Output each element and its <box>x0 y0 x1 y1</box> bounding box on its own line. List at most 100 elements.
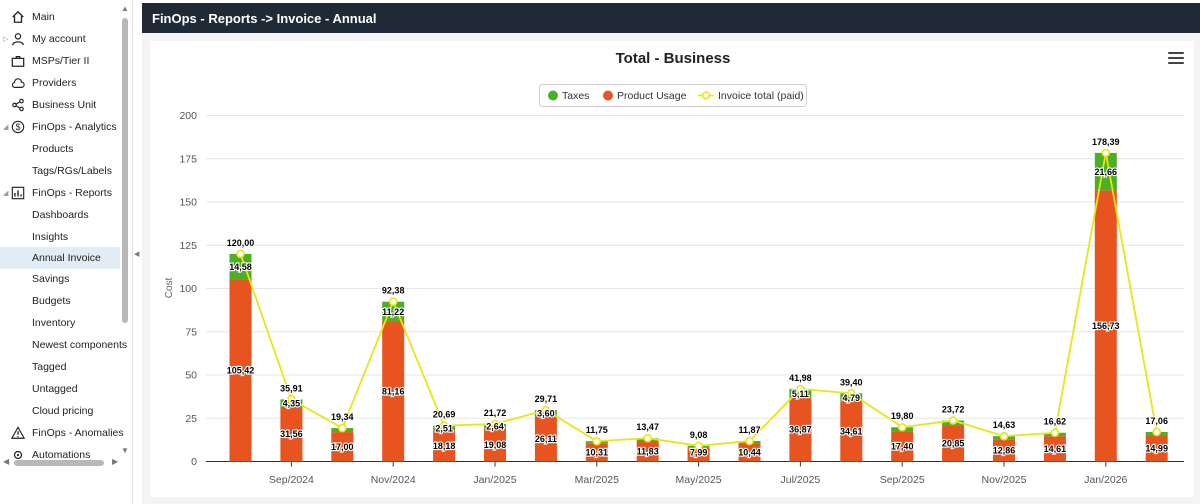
sidebar-item-dashboards[interactable]: Dashboards <box>0 204 120 226</box>
bar-product-usage[interactable] <box>280 406 303 462</box>
sidebar-item-label: FinOps - Analytics <box>32 121 117 133</box>
invoice-total-point[interactable] <box>388 297 398 306</box>
data-label: 34,61 <box>840 427 863 437</box>
scroll-down-icon[interactable]: ▼ <box>121 446 129 455</box>
sidebar-item-finops-reports[interactable]: ◢ FinOps - Reports <box>0 182 130 204</box>
invoice-total-point[interactable] <box>1050 428 1060 438</box>
legend-item-taxes[interactable]: Taxes <box>548 90 589 102</box>
data-label: 21,72 <box>484 408 507 418</box>
sidebar-item-annual-invoice[interactable]: Annual Invoice <box>0 247 120 269</box>
bar-product-usage[interactable] <box>840 401 863 462</box>
chart-card <box>150 41 1194 497</box>
invoice-total-point[interactable] <box>287 395 296 404</box>
data-label: 3,60 <box>537 409 555 419</box>
legend-item-product-usage[interactable]: Product Usage <box>603 90 687 102</box>
sidebar-item-label: MSPs/Tier II <box>32 55 90 67</box>
sidebar-item-products[interactable]: Products <box>0 138 120 160</box>
invoice-total-point[interactable] <box>846 389 856 398</box>
data-label: 2,51 <box>435 423 453 433</box>
invoice-total-line <box>239 152 1158 447</box>
scrollbar-thumb[interactable] <box>122 18 128 323</box>
scroll-right-icon[interactable]: ▶ <box>112 457 119 466</box>
sidebar-item-automations[interactable]: Automations <box>0 444 130 466</box>
x-tick-label: Jul/2025 <box>781 474 821 486</box>
sidebar-item-my-account[interactable]: ▷ My account <box>0 28 130 50</box>
sidebar-item-business-unit[interactable]: Business Unit <box>0 94 130 116</box>
invoice-total-point[interactable] <box>541 405 551 415</box>
sidebar-item-inventory[interactable]: Inventory <box>0 312 120 334</box>
expand-caret-icon[interactable]: ◢ <box>3 190 9 197</box>
invoice-total-point[interactable] <box>643 433 653 443</box>
data-label: 19,08 <box>484 440 507 450</box>
invoice-total-point[interactable] <box>337 423 347 433</box>
scrollbar-thumb[interactable] <box>14 460 104 466</box>
bar-product-usage[interactable] <box>433 430 456 462</box>
sidebar-item-tagged[interactable]: Tagged <box>0 356 120 378</box>
bar-product-usage[interactable] <box>891 431 914 462</box>
bar-product-usage[interactable] <box>484 428 506 462</box>
sidebar-item-main[interactable]: Main <box>0 6 130 28</box>
bar-product-usage[interactable] <box>331 432 354 462</box>
sidebar-item-insights[interactable]: Insights <box>0 226 120 248</box>
sidebar-vertical-scrollbar[interactable]: ▲ ▼ <box>121 4 129 464</box>
data-label: 5,11 <box>792 389 809 399</box>
sidebar-item-providers[interactable]: Providers <box>0 72 130 94</box>
sidebar-item-savings[interactable]: Savings <box>0 268 120 290</box>
invoice-total-point[interactable] <box>897 422 907 432</box>
invoice-total-point[interactable] <box>948 416 958 425</box>
sidebar-item-tags-rgs-labels[interactable]: Tags/RGs/Labels <box>0 160 120 182</box>
expand-caret-icon[interactable]: ◢ <box>3 124 9 131</box>
sidebar-item-budgets[interactable]: Budgets <box>0 290 120 312</box>
data-label: 16,62 <box>1044 417 1067 427</box>
data-label: 35,91 <box>280 383 303 393</box>
invoice-total-point[interactable] <box>439 421 449 431</box>
legend-item-invoice-total[interactable]: Invoice total (paid) <box>698 90 804 102</box>
bar-product-usage[interactable] <box>229 279 252 462</box>
invoice-total-point[interactable] <box>236 249 245 259</box>
bar-product-usage[interactable] <box>993 439 1015 462</box>
invoice-total-point[interactable] <box>999 431 1009 441</box>
data-label: 14,63 <box>993 420 1016 430</box>
bar-product-usage[interactable] <box>1043 436 1066 462</box>
bar-product-usage[interactable] <box>738 443 761 462</box>
invoice-total-point[interactable] <box>490 419 500 429</box>
sidebar-item-finops-anomalies[interactable]: FinOps - Anomalies <box>0 422 130 444</box>
scroll-up-icon[interactable]: ▲ <box>121 4 129 13</box>
bar-product-usage[interactable] <box>585 443 608 462</box>
data-label: 29,71 <box>535 394 558 404</box>
sidebar-item-label: Savings <box>32 273 70 285</box>
invoice-total-point[interactable] <box>1152 427 1161 437</box>
sidebar-item-label: Dashboards <box>32 209 89 221</box>
sidebar-item-cloud-pricing[interactable]: Cloud pricing <box>0 400 120 422</box>
bar-product-usage[interactable] <box>534 416 557 462</box>
collapse-sidebar-icon[interactable]: ◀ <box>134 251 140 258</box>
cloud-icon <box>10 75 26 91</box>
sidebar-item-msps-tier-ii[interactable]: MSPs/Tier II <box>0 50 130 72</box>
bar-product-usage[interactable] <box>687 447 710 462</box>
sidebar-item-untagged[interactable]: Untagged <box>0 378 120 400</box>
scroll-left-icon[interactable]: ◀ <box>3 457 10 466</box>
invoice-total-point[interactable] <box>745 436 754 446</box>
sidebar-item-newest-components[interactable]: Newest components <box>0 334 127 356</box>
legend-label: Product Usage <box>617 90 687 102</box>
bar-product-usage[interactable] <box>789 397 812 462</box>
expand-caret-icon[interactable]: ▷ <box>3 36 9 43</box>
sidebar-horizontal-scrollbar[interactable]: ◀ ▶ <box>0 456 130 470</box>
bar-taxes[interactable] <box>229 253 252 280</box>
invoice-total-point[interactable] <box>592 436 602 446</box>
invoice-total-point[interactable] <box>1101 148 1111 158</box>
invoice-total-point[interactable] <box>796 384 805 394</box>
invoice-total-point[interactable] <box>694 441 703 451</box>
bar-product-usage[interactable] <box>1145 435 1168 462</box>
sidebar-item-finops-analytics[interactable]: ◢ $ FinOps - Analytics <box>0 116 130 138</box>
data-label: 2,64 <box>486 422 504 432</box>
bar-product-usage[interactable] <box>636 441 659 462</box>
y-axis-label: Cost <box>164 277 175 298</box>
bar-product-usage[interactable] <box>382 321 405 462</box>
bar-product-usage[interactable] <box>1094 190 1117 462</box>
data-label: 10,31 <box>586 448 609 458</box>
chart-menu-icon[interactable] <box>1168 52 1184 66</box>
bar-product-usage[interactable] <box>942 425 965 462</box>
bar-taxes[interactable] <box>789 388 812 398</box>
data-label: 81,16 <box>382 386 405 396</box>
